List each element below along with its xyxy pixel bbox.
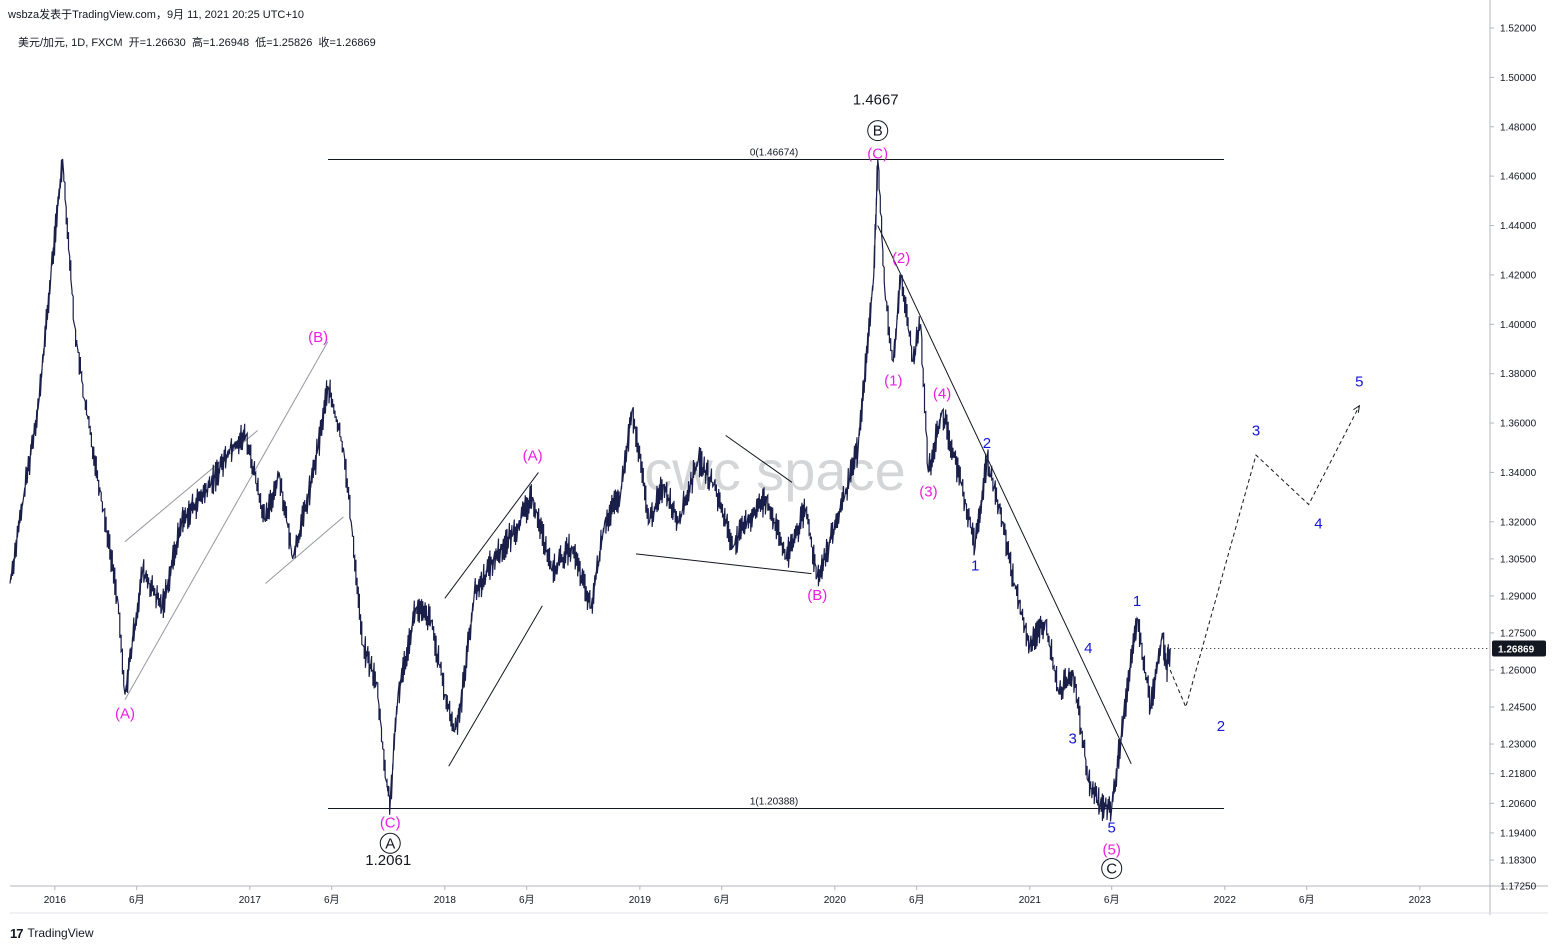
wave-label[interactable]: (B) [807,587,827,604]
wave-label[interactable]: (B) [308,329,328,346]
wave-circle [1101,857,1123,879]
x-tick-label: 6月 [714,894,730,906]
wave-label[interactable]: 1 [971,558,979,575]
y-tick-label: 1.26000 [1500,665,1537,676]
wave-label[interactable]: (A) [523,447,543,464]
wave-label[interactable]: B [873,123,883,140]
wave-label[interactable]: 5 [1355,373,1363,390]
footer-brand[interactable]: TradingView [27,926,94,940]
wave-circle [867,120,889,142]
wave-label[interactable]: (3) [919,483,937,500]
wave-label[interactable]: (C) [380,814,401,831]
y-tick-label: 1.23000 [1500,740,1537,751]
x-tick-label: 6月 [1299,894,1315,906]
y-tick-label: 1.44000 [1500,221,1537,232]
x-tick-label: 6月 [519,894,535,906]
price-annotation: 1.2061 [365,852,411,869]
trend-line[interactable] [444,472,539,599]
footer: 17 TradingView [10,924,94,942]
x-tick-label: 2019 [629,895,652,906]
y-tick-label: 1.34000 [1500,468,1537,479]
y-tick-label: 1.38000 [1500,369,1537,380]
price-line[interactable] [9,158,1171,822]
y-tick-label: 1.24500 [1500,702,1537,713]
wave-label[interactable]: (2) [892,250,910,267]
y-tick-label: 1.30500 [1500,554,1537,565]
y-axis[interactable]: 1.52000 1.50000 1.48000 1.46000 1.44000 1.420… [1170,24,1546,893]
wave-label[interactable]: C [1106,860,1117,877]
y-tick-label: 1.18300 [1500,856,1537,867]
y-tick-label: 1.40000 [1500,320,1537,331]
x-tick-label: 2020 [824,895,847,906]
y-tick-label: 1.48000 [1500,122,1537,133]
y-tick-label: 1.42000 [1500,270,1537,281]
trend-line[interactable] [448,605,543,767]
trend-lines [124,225,1132,767]
wave-label[interactable]: A [385,835,395,852]
y-tick-label: 1.29000 [1500,591,1537,602]
trend-line[interactable] [265,516,344,584]
wave-label[interactable]: (A) [115,706,135,723]
x-tick-label: 6月 [909,894,925,906]
current-price-label: 1.26869 [1498,645,1535,656]
y-tick-label: 1.50000 [1500,73,1537,84]
wave-label[interactable]: 2 [983,435,991,452]
wave-label[interactable]: (1) [884,372,902,389]
wave-label[interactable]: 3 [1252,423,1260,440]
y-tick-label: 1.36000 [1500,419,1537,430]
tradingview-logo-icon[interactable]: 17 [10,925,24,941]
price-series [9,158,1171,822]
trend-line[interactable] [877,225,1132,764]
wave-label[interactable]: 1 [1133,593,1141,610]
trend-line[interactable] [725,434,793,483]
projection-arrowhead [1353,404,1361,413]
x-axis[interactable]: 2016 6月 2017 6月 2018 6月 2019 6月 2020 6月 2021 6月 2022… [44,886,1432,906]
chart-frame [10,0,1548,915]
x-tick-label: 2018 [434,895,457,906]
y-tick-label: 1.21800 [1500,769,1537,780]
price-annotation: 1.4667 [853,92,899,109]
wave-label[interactable]: 4 [1314,516,1322,533]
wave-circle [379,832,401,854]
y-tick-label: 1.52000 [1500,24,1537,35]
x-tick-label: 6月 [1104,894,1120,906]
trend-line[interactable] [124,341,329,700]
x-tick-label: 6月 [324,894,340,906]
y-tick-label: 1.46000 [1500,172,1537,183]
x-tick-label: 6月 [129,894,145,906]
wave-label[interactable]: 4 [1084,640,1092,657]
wave-label[interactable]: 2 [1217,718,1225,735]
wave-labels: 1.4667 1.2061 (A) (B) (C) A (A) (B) (C) B (1) (2) (3… [115,92,1364,879]
y-tick-label: 1.19400 [1500,828,1537,839]
current-price-badge [1492,640,1546,657]
x-tick-label: 2016 [44,895,67,906]
fib-level-label: 1(1.20388) [750,797,798,808]
y-tick-label: 1.17250 [1500,882,1537,893]
y-tick-label: 1.27500 [1500,628,1537,639]
wave-label[interactable]: 3 [1069,730,1077,747]
wave-label[interactable]: 5 [1108,819,1116,836]
projection-dashed-path[interactable] [1169,405,1360,709]
x-tick-label: 2022 [1214,895,1237,906]
y-tick-label: 1.32000 [1500,517,1537,528]
trend-line[interactable] [635,553,812,575]
publish-info: wsbza发表于TradingView.com，9月 11, 2021 20:2… [8,9,305,21]
fib-level-label: 0(1.46674) [750,148,798,159]
x-tick-label: 2017 [239,895,262,906]
x-tick-label: 2023 [1409,895,1432,906]
y-tick-label: 1.20600 [1500,799,1537,810]
symbol-legend: 美元/加元, 1D, FXCM 开=1.26630 高=1.26948 低=1.… [18,37,376,49]
wave-label[interactable]: (4) [933,386,951,403]
projection-path [1169,404,1361,709]
wave-label[interactable]: (C) [867,146,888,163]
wave-label[interactable]: (5) [1103,841,1121,858]
x-tick-label: 2021 [1019,895,1042,906]
fib-levels: 0(1.46674) 1(1.20388) [328,148,1224,810]
